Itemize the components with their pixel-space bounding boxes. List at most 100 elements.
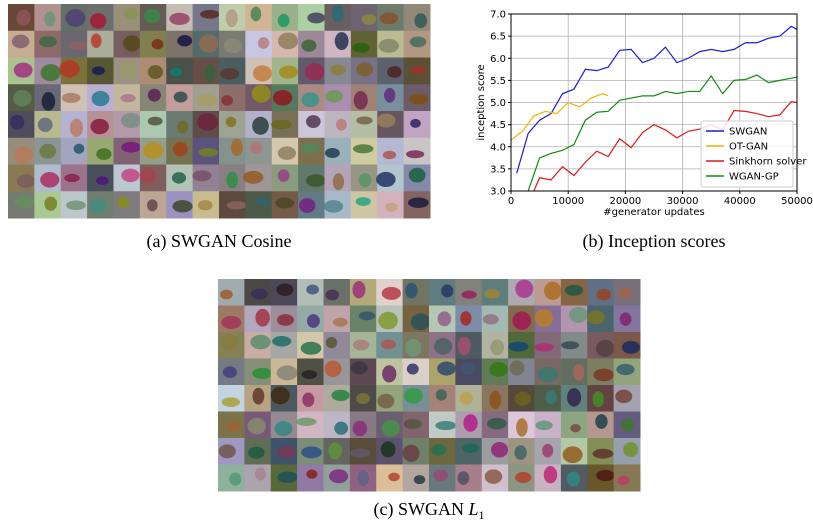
tile-object: [381, 441, 396, 457]
tile-object: [276, 283, 293, 295]
tile-object: [491, 442, 508, 457]
tile-object: [219, 444, 236, 458]
tile-object: [90, 119, 108, 134]
tile-object: [13, 90, 32, 106]
tile-object: [120, 94, 135, 102]
tile-object: [200, 10, 219, 19]
tile-object: [535, 309, 553, 327]
tile-object: [253, 388, 265, 405]
tile-object: [222, 397, 240, 407]
series-line: [511, 94, 608, 140]
tile-object: [409, 94, 428, 105]
tile-object: [59, 60, 79, 77]
tile-object: [508, 342, 528, 352]
tile-object: [227, 201, 247, 209]
tile-object: [542, 444, 553, 458]
tile-object: [616, 364, 634, 375]
tile-object: [271, 387, 290, 405]
tile-object: [302, 392, 314, 407]
tile-object: [140, 168, 156, 184]
tile-object: [64, 174, 79, 182]
tile-object: [595, 414, 607, 429]
tile-object: [334, 422, 348, 435]
y-axis-label: inception score: [476, 64, 487, 140]
tile-object: [512, 312, 531, 330]
tile-object: [490, 339, 504, 355]
tile-object: [489, 362, 508, 377]
tile-object: [300, 143, 320, 153]
tile-object: [617, 476, 629, 485]
tile-object: [90, 13, 106, 29]
tile-object: [299, 198, 315, 213]
tile-object: [485, 469, 502, 484]
tile-object: [255, 309, 270, 327]
tile-object: [332, 5, 344, 23]
tile-object: [120, 61, 137, 79]
figure: (a) SWGAN Cosine (b) Inception scores (c…: [0, 0, 813, 525]
tile-object: [431, 444, 446, 455]
tile-object: [65, 9, 85, 27]
image-tile: [351, 111, 378, 138]
tile-object: [226, 117, 237, 127]
tile-object: [325, 148, 340, 158]
tile-object: [615, 390, 632, 404]
tile-object: [169, 13, 189, 25]
tile-object: [92, 91, 110, 106]
tile-object: [275, 421, 293, 436]
tile-object: [388, 473, 400, 482]
y-tick-label: 4.5: [490, 120, 506, 131]
tile-object: [278, 169, 290, 182]
tile-object: [382, 365, 396, 382]
tile-object: [278, 14, 290, 27]
tile-object: [307, 314, 320, 328]
tile-object: [147, 199, 158, 211]
tile-object: [121, 142, 141, 153]
tile-object: [561, 341, 579, 349]
tile-object: [405, 339, 421, 357]
tile-object: [382, 420, 400, 436]
tile-object: [330, 65, 346, 76]
tile-object: [306, 115, 321, 128]
tile-object: [220, 68, 239, 79]
tile-object: [538, 367, 558, 382]
tile-object: [222, 334, 237, 352]
tile-object: [170, 68, 182, 77]
tile-object: [352, 43, 370, 53]
tile-object: [462, 444, 479, 453]
tile-object: [123, 35, 141, 51]
tile-object: [535, 421, 552, 430]
tile-object: [256, 198, 270, 206]
y-tick-label: 3.5: [490, 164, 506, 175]
tile-object: [306, 174, 326, 187]
tile-object: [593, 369, 614, 382]
x-tick-label: 50000: [781, 196, 813, 207]
y-tick-label: 3.0: [490, 187, 506, 198]
tile-object: [177, 121, 188, 134]
y-tick-label: 6.5: [490, 32, 506, 43]
tile-object: [384, 88, 395, 103]
tile-object: [199, 34, 219, 52]
tile-object: [380, 13, 398, 25]
caption-b: (b) Inception scores: [583, 231, 726, 252]
tile-object: [329, 469, 348, 483]
tile-object: [490, 391, 501, 409]
tile-object: [302, 370, 318, 379]
tile-object: [587, 310, 604, 324]
caption-a: (a) SWGAN Cosine: [147, 231, 292, 252]
tile-object: [255, 467, 266, 480]
tile-object: [351, 361, 368, 374]
tile-object: [565, 285, 583, 296]
tile-object: [351, 449, 371, 458]
tile-object: [39, 36, 57, 47]
tile-object: [457, 471, 469, 485]
tile-object: [13, 146, 33, 163]
tile-object: [435, 421, 456, 430]
tile-object: [620, 312, 632, 326]
tile-object: [407, 363, 419, 374]
sample-grid-a: [8, 4, 431, 219]
tile-object: [619, 288, 631, 299]
tile-object: [301, 92, 319, 107]
tile-object: [301, 446, 322, 458]
tile-object: [177, 35, 192, 46]
x-tick-label: 0: [508, 196, 514, 207]
